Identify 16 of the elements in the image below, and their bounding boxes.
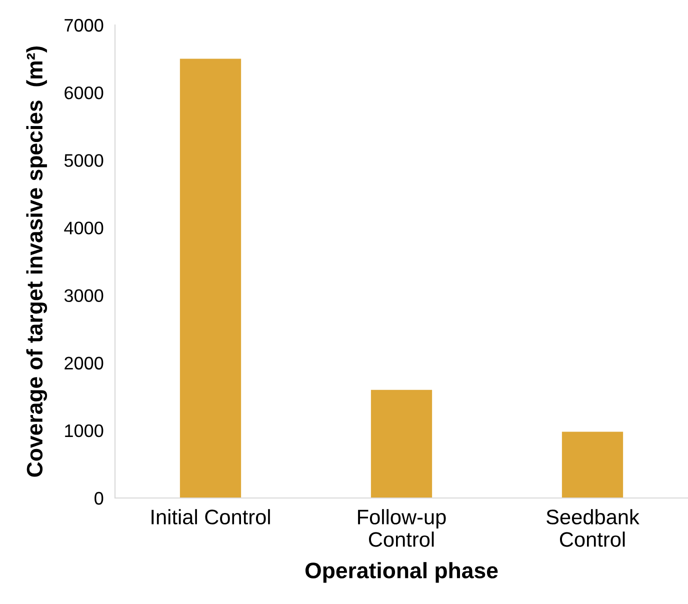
x-tick-label: Follow-up Control	[358, 509, 446, 547]
y-tick-label: 1000	[65, 424, 104, 438]
y-tick-label: 7000	[64, 18, 104, 32]
x-axis-title: Operational phase	[305, 562, 498, 583]
bar	[370, 390, 432, 498]
y-tick-label: 2000	[64, 356, 104, 370]
bar	[180, 58, 242, 498]
y-tick-label: 3000	[64, 289, 104, 302]
x-tick-label: Seedbank Control	[546, 509, 640, 547]
y-tick-label: 4000	[64, 222, 104, 234]
y-tick-label: 0	[94, 492, 104, 505]
x-tick-label: Initial Control	[152, 509, 270, 524]
y-tick-label: 6000	[64, 86, 104, 100]
bar	[562, 432, 624, 498]
y-tick-label: 5000	[64, 154, 104, 167]
y-axis-title: Coverage of target invasive species (m²)	[26, 46, 48, 477]
